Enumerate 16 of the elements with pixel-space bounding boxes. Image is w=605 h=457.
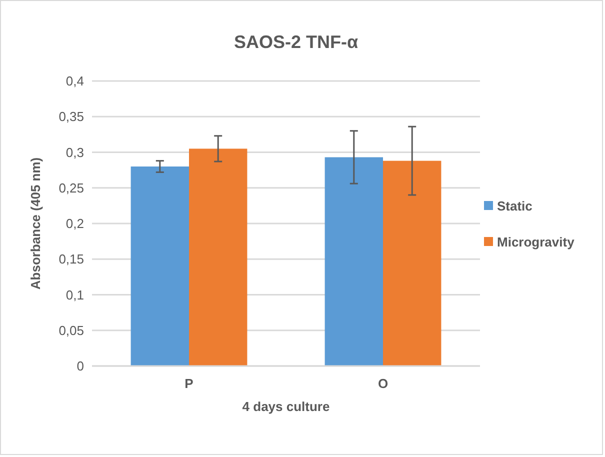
y-tick-label: 0,35: [58, 109, 84, 124]
y-axis-title: Absorbance (405 nm): [28, 157, 43, 290]
y-tick-label: 0,3: [66, 144, 84, 160]
legend-label: Static: [497, 198, 532, 214]
chart-title: SAOS-2 TNF-α: [234, 32, 358, 52]
y-tick-label: 0,05: [58, 322, 84, 338]
x-tick-label: O: [378, 376, 388, 391]
x-axis-title: 4 days culture: [242, 399, 330, 414]
y-tick-label: 0,1: [66, 287, 84, 302]
y-tick-label: 0,2: [66, 216, 84, 232]
y-tick-label: 0,25: [58, 180, 84, 196]
y-tick-label: 0,4: [66, 74, 84, 89]
y-tick-label: 0,15: [58, 252, 84, 267]
y-tick-label: 0: [76, 358, 84, 374]
x-tick-label: P: [184, 376, 194, 391]
legend-label: Microgravity: [497, 234, 576, 250]
